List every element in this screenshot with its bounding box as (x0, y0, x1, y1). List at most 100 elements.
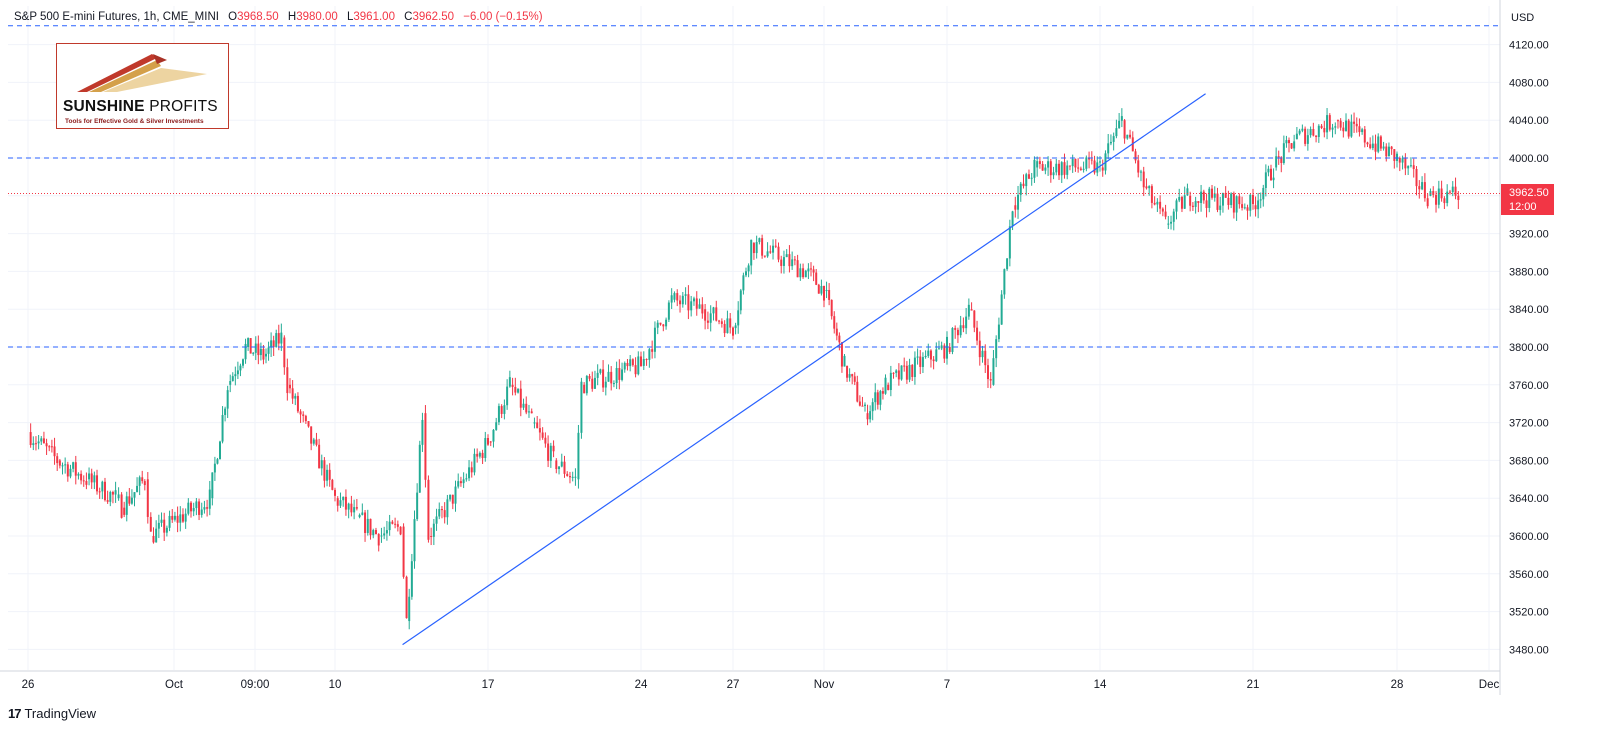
candle-body (125, 496, 128, 515)
candle-body (438, 509, 441, 517)
candle-body (45, 443, 48, 447)
candle-body (541, 432, 544, 438)
candle-body (817, 284, 820, 294)
candle-body (568, 476, 571, 478)
candle-body (828, 290, 831, 300)
candle-body (1172, 211, 1175, 222)
candle-body (184, 513, 187, 522)
candle-body (820, 285, 823, 294)
candle-body (667, 302, 670, 320)
candle-body (470, 467, 473, 473)
candle-body (1164, 211, 1167, 217)
candle-body (1290, 143, 1293, 149)
logo-name-bold: SUNSHINE (63, 98, 145, 115)
candle-body (892, 372, 895, 374)
candle-body (908, 364, 911, 380)
candle-body (864, 404, 866, 406)
candle-body (424, 413, 427, 480)
candle-body (1385, 146, 1388, 157)
candle-body (642, 359, 645, 366)
candle-body (1058, 163, 1061, 176)
candle-body (637, 356, 640, 375)
candle-body (344, 496, 347, 510)
candle-body (796, 260, 799, 278)
candle-body (1252, 194, 1254, 205)
candle-body (98, 491, 101, 493)
candle-body (435, 516, 438, 524)
logo-name-thin: PROFITS (149, 98, 218, 115)
candle-body (413, 519, 416, 562)
y-tick-label: 3560.00 (1509, 569, 1549, 581)
candle-body (840, 342, 843, 367)
candle-body (903, 365, 906, 367)
candle-body (676, 293, 679, 301)
candle-body (793, 259, 796, 261)
candle-body (336, 498, 339, 506)
candle-body (986, 365, 989, 380)
candle-body (468, 467, 471, 479)
candle-body (858, 401, 861, 406)
candle-body (213, 463, 216, 473)
candle-body (1398, 158, 1401, 163)
candle-body (492, 429, 495, 442)
candle-body (262, 348, 265, 360)
candle-body (769, 251, 772, 253)
logo-graphic-icon (77, 54, 207, 92)
candle-body (815, 272, 818, 285)
candle-body (856, 381, 859, 402)
candle-body (206, 507, 209, 509)
candle-body (1421, 182, 1424, 190)
y-tick-label: 3600.00 (1509, 531, 1549, 543)
y-tick-label: 3920.00 (1509, 229, 1549, 241)
candle-body (1099, 161, 1101, 163)
candle-body (927, 350, 930, 356)
candle-body (1345, 120, 1348, 132)
candle-body (481, 452, 484, 459)
y-tick-label: 3640.00 (1509, 493, 1549, 505)
candle-body (772, 245, 775, 253)
candle-body (583, 384, 586, 394)
candle-body (552, 445, 555, 452)
candle-body (1412, 165, 1415, 170)
candle-body (1280, 157, 1283, 163)
y-tick-label: 3760.00 (1509, 380, 1549, 392)
candle-body (1186, 188, 1189, 196)
x-tick-label: 28 (1391, 679, 1404, 691)
candle-body (80, 473, 83, 481)
candle-body (93, 475, 96, 483)
y-tick-label: 4120.00 (1509, 40, 1549, 52)
candle-body (239, 365, 242, 371)
candle-body (861, 405, 864, 407)
candle-body (629, 359, 632, 367)
candle-body (1396, 153, 1398, 161)
candle-body (853, 376, 856, 382)
tradingview-brand[interactable]: 17 TradingView (8, 706, 96, 721)
candle-body (1437, 188, 1440, 205)
candle-body (1077, 167, 1080, 169)
candle-body (366, 518, 369, 533)
candle-body (1033, 159, 1036, 178)
candle-body (146, 479, 149, 517)
candle-body (1161, 208, 1164, 212)
candle-body (1205, 200, 1208, 208)
candle-body (234, 374, 237, 377)
candle-body (1019, 183, 1022, 195)
candle-body (704, 309, 707, 321)
candle-body (296, 395, 299, 412)
candle-body (454, 486, 457, 504)
candle-body (247, 338, 250, 347)
candle-body (1038, 161, 1041, 165)
y-tick-label: 3880.00 (1509, 266, 1549, 278)
candle-body (656, 322, 659, 328)
candle-body (965, 316, 968, 329)
candle-body (1148, 186, 1151, 189)
candle-body (1175, 200, 1178, 212)
candle-body (1178, 197, 1181, 201)
candle-body (997, 324, 1000, 340)
candle-body (1423, 182, 1426, 199)
candle-body (449, 494, 452, 500)
candle-body (1254, 205, 1257, 210)
candle-body (742, 275, 745, 291)
